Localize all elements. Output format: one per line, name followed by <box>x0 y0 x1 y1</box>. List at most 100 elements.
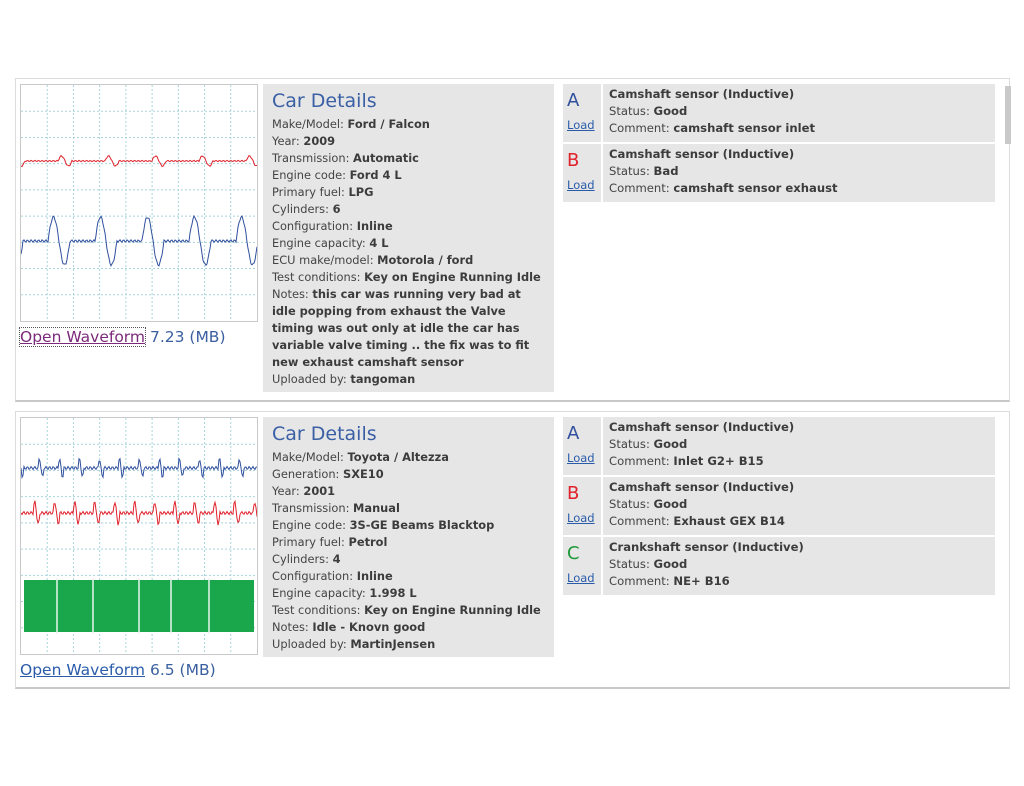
channel-left: B Load <box>563 477 603 535</box>
record-card: Open Waveform 7.23 (MB) Car Details Make/M… <box>15 78 1010 402</box>
comment-label: Comment: <box>609 574 670 588</box>
detail-value: Automatic <box>353 151 419 165</box>
detail-label: Uploaded by: <box>272 637 347 651</box>
waveform-preview <box>20 84 258 322</box>
status-value: Good <box>653 497 688 511</box>
car-details: Car Details Make/Model: Ford / Falcon Year… <box>263 84 554 392</box>
detail-value: 3S-GE Beams Blacktop <box>349 518 495 532</box>
detail-row: Notes: Idle - Knovn good <box>272 619 546 636</box>
detail-value: 2001 <box>303 484 336 498</box>
detail-row: Generation: SXE10 <box>272 466 546 483</box>
detail-value: Ford 4 L <box>349 168 402 182</box>
detail-row: ECU make/model: Motorola / ford <box>272 252 546 269</box>
waveform-trace <box>21 154 257 168</box>
detail-row: Uploaded by: tangoman <box>272 371 546 388</box>
status-label: Status: <box>609 104 650 118</box>
detail-label: Notes: <box>272 287 309 301</box>
channel-info: Camshaft sensor (Inductive) Status: Good C… <box>603 417 794 475</box>
detail-row: Cylinders: 4 <box>272 551 546 568</box>
detail-label: Transmission: <box>272 501 350 515</box>
detail-label: Year: <box>272 484 300 498</box>
record-card: Open Waveform 6.5 (MB) Car Details Make/Mo… <box>15 411 1010 689</box>
details-title: Car Details <box>272 90 377 112</box>
open-waveform-link[interactable]: Open Waveform <box>18 327 147 347</box>
detail-label: Engine code: <box>272 168 346 182</box>
detail-value: Key on Engine Running Idle <box>364 603 541 617</box>
channel-info: Crankshaft sensor (Inductive) Status: Goo… <box>603 537 804 595</box>
detail-row: Notes: this car was running very bad at … <box>272 286 546 371</box>
status-row: Status: Bad <box>609 163 838 180</box>
detail-row: Configuration: Inline <box>272 568 546 585</box>
detail-row: Cylinders: 6 <box>272 201 546 218</box>
sensor-name: Crankshaft sensor (Inductive) <box>609 540 804 554</box>
detail-value: 1.998 L <box>369 586 417 600</box>
comment-value: Exhaust GEX B14 <box>673 514 785 528</box>
status-row: Status: Good <box>609 436 794 453</box>
record-list: Open Waveform 7.23 (MB) Car Details Make/M… <box>15 78 1010 698</box>
channel-row: C Load Crankshaft sensor (Inductive) Status… <box>563 537 995 595</box>
load-link[interactable]: Load <box>567 451 595 465</box>
load-link[interactable]: Load <box>567 178 595 192</box>
comment-row: Comment: camshaft sensor exhaust <box>609 180 838 197</box>
detail-row: Test conditions: Key on Engine Running I… <box>272 602 546 619</box>
comment-label: Comment: <box>609 121 670 135</box>
comment-label: Comment: <box>609 181 670 195</box>
comment-label: Comment: <box>609 454 670 468</box>
waveform-trace <box>21 499 257 526</box>
channel-row: A Load Camshaft sensor (Inductive) Status: … <box>563 417 995 475</box>
sensor-row: Camshaft sensor (Inductive) <box>609 419 794 436</box>
detail-row: Make/Model: Toyota / Altezza <box>272 449 546 466</box>
status-row: Status: Good <box>609 556 804 573</box>
detail-value: LPG <box>348 185 374 199</box>
detail-row: Primary fuel: LPG <box>272 184 546 201</box>
waveform-link-row: Open Waveform 7.23 (MB) <box>18 327 263 347</box>
detail-value: 4 <box>332 552 341 566</box>
detail-row: Engine capacity: 4 L <box>272 235 546 252</box>
detail-row: Engine code: 3S-GE Beams Blacktop <box>272 517 546 534</box>
detail-label: Engine code: <box>272 518 346 532</box>
load-link[interactable]: Load <box>567 118 595 132</box>
load-link[interactable]: Load <box>567 571 595 585</box>
channel-left: C Load <box>563 537 603 595</box>
file-size: 7.23 (MB) <box>149 328 226 346</box>
detail-label: Configuration: <box>272 569 354 583</box>
status-row: Status: Good <box>609 496 794 513</box>
open-waveform-link[interactable]: Open Waveform <box>20 661 146 679</box>
channel-letter: C <box>567 543 580 564</box>
channel-info: Camshaft sensor (Inductive) Status: Bad Co… <box>603 144 838 202</box>
detail-row: Test conditions: Key on Engine Running I… <box>272 269 546 286</box>
channel-left: A Load <box>563 84 603 142</box>
detail-value: 4 L <box>369 236 389 250</box>
detail-value: tangoman <box>350 372 416 386</box>
status-label: Status: <box>609 557 650 571</box>
detail-label: Engine capacity: <box>272 236 366 250</box>
status-label: Status: <box>609 497 650 511</box>
channel-letter: A <box>567 423 580 444</box>
detail-value: Idle - Knovn good <box>312 620 426 634</box>
detail-value: Inline <box>356 219 393 233</box>
detail-row: Year: 2009 <box>272 133 546 150</box>
waveform-trace <box>21 457 257 480</box>
sensor-row: Camshaft sensor (Inductive) <box>609 86 815 103</box>
status-value: Bad <box>653 164 679 178</box>
detail-label: Uploaded by: <box>272 372 347 386</box>
detail-value: Manual <box>353 501 400 515</box>
channel-row: A Load Camshaft sensor (Inductive) Status: … <box>563 84 995 142</box>
scrollbar <box>1005 86 1011 144</box>
detail-row: Transmission: Manual <box>272 500 546 517</box>
detail-label: Test conditions: <box>272 270 361 284</box>
waveform-preview <box>20 417 258 655</box>
detail-label: Configuration: <box>272 219 354 233</box>
sensor-row: Camshaft sensor (Inductive) <box>609 479 794 496</box>
detail-row: Primary fuel: Petrol <box>272 534 546 551</box>
load-link[interactable]: Load <box>567 511 595 525</box>
detail-value: Ford / Falcon <box>347 117 430 131</box>
sensor-name: Camshaft sensor (Inductive) <box>609 87 795 101</box>
comment-row: Comment: NE+ B16 <box>609 573 804 590</box>
sensor-name: Camshaft sensor (Inductive) <box>609 147 795 161</box>
sensor-name: Camshaft sensor (Inductive) <box>609 480 795 494</box>
waveform-column: Open Waveform 7.23 (MB) <box>18 84 263 392</box>
detail-value: this car was running very bad at idle po… <box>272 287 530 369</box>
sensor-row: Camshaft sensor (Inductive) <box>609 146 838 163</box>
comment-value: camshaft sensor inlet <box>673 121 816 135</box>
